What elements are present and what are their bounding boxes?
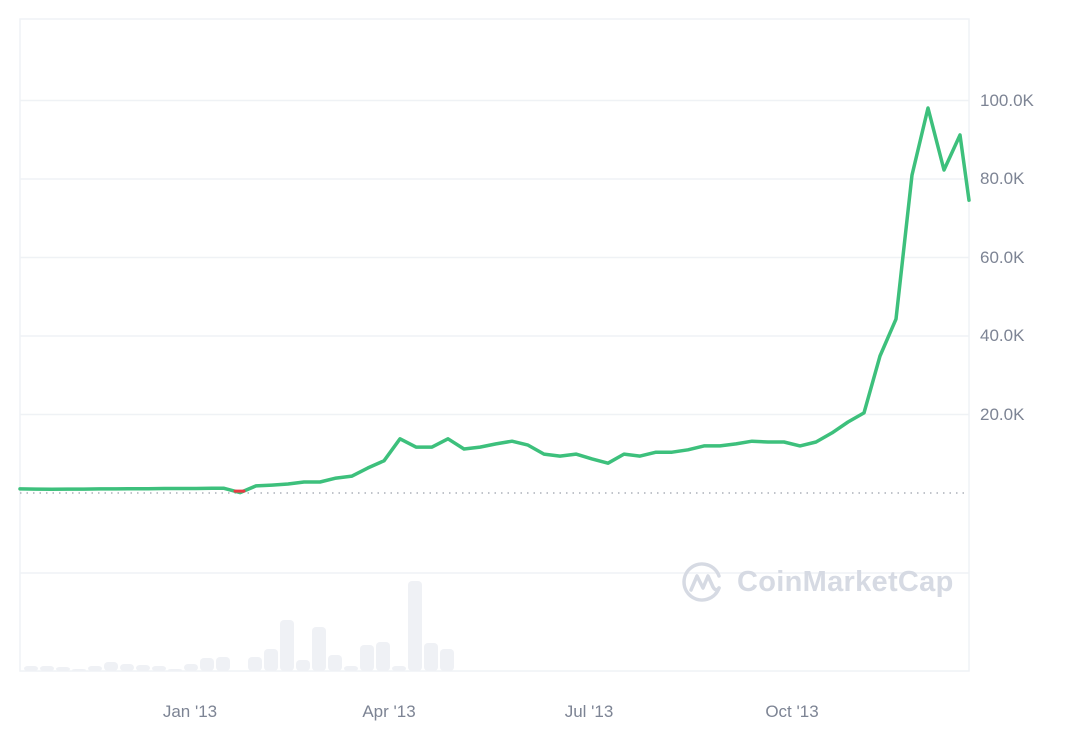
volume-bar bbox=[440, 649, 454, 671]
coinmarketcap-logo-icon bbox=[682, 562, 721, 602]
volume-bar bbox=[168, 669, 182, 671]
price-line bbox=[18, 106, 971, 495]
volume-bar bbox=[248, 657, 262, 671]
y-tick-label: 60.0K bbox=[980, 247, 1025, 267]
y-tick-label: 80.0K bbox=[980, 169, 1025, 188]
volume-bar bbox=[136, 665, 150, 671]
watermark: CoinMarketCap bbox=[681, 559, 954, 605]
x-tick-label: Oct '13 bbox=[765, 702, 819, 721]
volume-bar bbox=[72, 669, 86, 671]
x-tick-label: Apr '13 bbox=[362, 702, 416, 721]
volume-bar bbox=[40, 666, 54, 671]
volume-bar bbox=[120, 664, 134, 671]
volume-bar bbox=[392, 666, 406, 671]
x-tick-label: Jan '13 bbox=[162, 702, 218, 721]
volume-bar bbox=[376, 642, 390, 671]
volume-bar bbox=[296, 660, 310, 671]
volume-bar bbox=[408, 581, 422, 671]
watermark-text: CoinMarketCap bbox=[737, 565, 954, 598]
volume-bar bbox=[344, 666, 358, 671]
volume-bar bbox=[328, 655, 342, 671]
volume-bar bbox=[280, 620, 294, 671]
volume-bar bbox=[88, 666, 102, 671]
volume-bar bbox=[24, 666, 38, 671]
y-tick-label: 100.0K bbox=[980, 90, 1034, 110]
volume-bar bbox=[56, 667, 70, 671]
volume-bar bbox=[152, 666, 166, 671]
volume-bar bbox=[184, 664, 198, 671]
y-tick-label: 40.0K bbox=[980, 326, 1025, 345]
y-tick-label: 20.0K bbox=[980, 404, 1025, 424]
x-tick-label: Jul '13 bbox=[564, 702, 614, 721]
volume-bar bbox=[424, 643, 438, 671]
volume-bar bbox=[312, 627, 326, 671]
plot-frame bbox=[19, 18, 970, 672]
volume-bar bbox=[104, 662, 118, 671]
volume-bar bbox=[216, 657, 230, 671]
volume-bar bbox=[264, 649, 278, 671]
volume-bar bbox=[200, 658, 214, 671]
volume-bar bbox=[360, 645, 374, 671]
